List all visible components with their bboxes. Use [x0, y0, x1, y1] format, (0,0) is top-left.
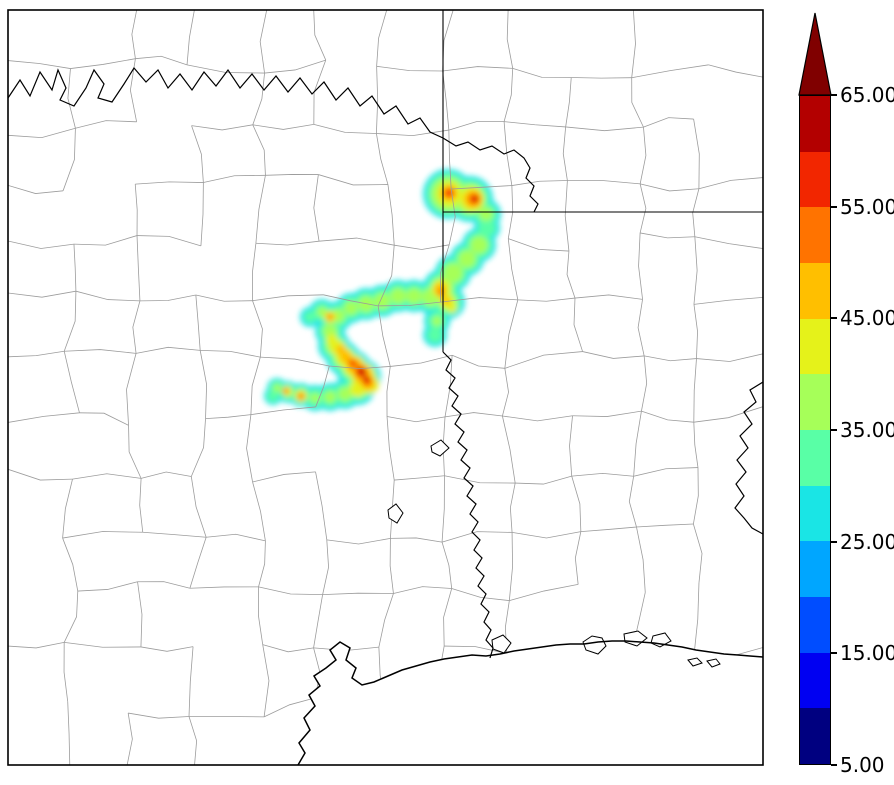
gulf-of-mexico: [298, 641, 763, 765]
lakes-and-islands: [387, 439, 721, 668]
borders-and-rivers: [8, 10, 763, 765]
coastline: [297, 640, 763, 765]
county-boundaries: [8, 10, 763, 765]
map-frame: [7, 9, 764, 766]
echo-layer: [264, 169, 501, 411]
